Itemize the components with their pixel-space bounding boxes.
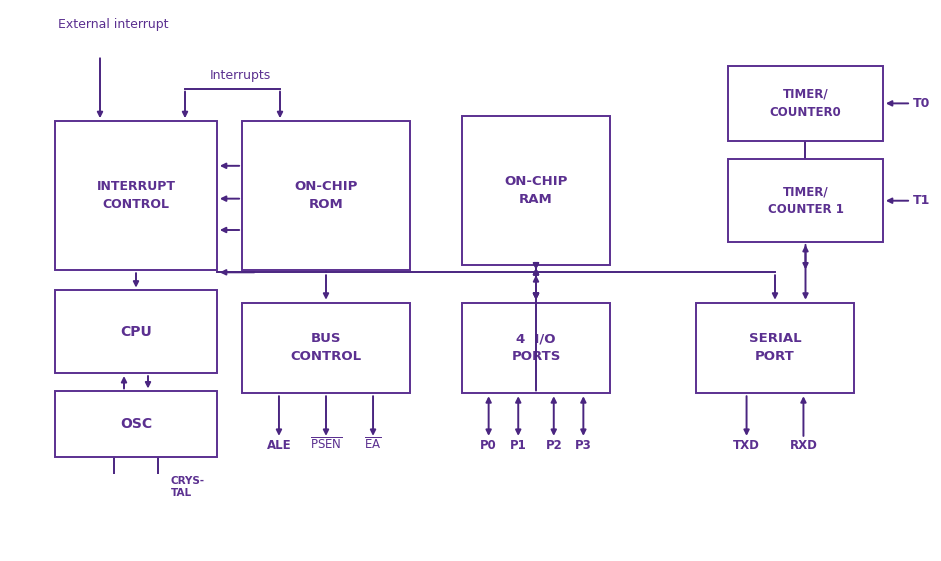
Bar bbox=[55, 392, 217, 457]
Text: CPU: CPU bbox=[120, 325, 152, 339]
Bar bbox=[696, 302, 854, 393]
Text: ON-CHIP
ROM: ON-CHIP ROM bbox=[295, 180, 358, 211]
Bar bbox=[728, 159, 883, 242]
Bar bbox=[128, 475, 144, 495]
Text: TIMER/
COUNTER0: TIMER/ COUNTER0 bbox=[770, 88, 841, 119]
Text: P3: P3 bbox=[575, 439, 592, 452]
Bar bbox=[462, 116, 610, 265]
Text: P2: P2 bbox=[546, 439, 562, 452]
Text: Fig: Architecture of 8051 Microcontroller: Fig: Architecture of 8051 Microcontrolle… bbox=[135, 504, 806, 531]
Bar bbox=[55, 291, 217, 373]
Text: P0: P0 bbox=[480, 439, 497, 452]
Text: T1: T1 bbox=[913, 194, 931, 207]
Text: CRYS-
TAL: CRYS- TAL bbox=[171, 476, 205, 498]
Text: External interrupt: External interrupt bbox=[58, 19, 168, 31]
Bar bbox=[242, 121, 410, 270]
Bar bbox=[55, 121, 217, 270]
Text: OSC: OSC bbox=[120, 417, 152, 431]
Bar bbox=[242, 302, 410, 393]
Bar bbox=[728, 66, 883, 141]
Text: TIMER/
COUNTER 1: TIMER/ COUNTER 1 bbox=[768, 185, 843, 216]
Text: P1: P1 bbox=[510, 439, 527, 452]
Text: $\overline{\mathsf{EA}}$: $\overline{\mathsf{EA}}$ bbox=[364, 436, 382, 452]
Text: BUS
CONTROL: BUS CONTROL bbox=[291, 333, 361, 364]
Bar bbox=[462, 302, 610, 393]
Text: Interrupts: Interrupts bbox=[210, 68, 271, 82]
Text: RXD: RXD bbox=[789, 439, 818, 452]
Text: $\overline{\mathsf{PSEN}}$: $\overline{\mathsf{PSEN}}$ bbox=[310, 436, 343, 452]
Text: T0: T0 bbox=[913, 97, 931, 110]
Text: INTERRUPT
CONTROL: INTERRUPT CONTROL bbox=[97, 180, 176, 211]
Text: 4  I/O
PORTS: 4 I/O PORTS bbox=[511, 333, 561, 364]
Text: ALE: ALE bbox=[266, 439, 292, 452]
Text: ON-CHIP
RAM: ON-CHIP RAM bbox=[504, 175, 567, 206]
Text: SERIAL
PORT: SERIAL PORT bbox=[749, 333, 802, 364]
Text: TXD: TXD bbox=[733, 439, 760, 452]
